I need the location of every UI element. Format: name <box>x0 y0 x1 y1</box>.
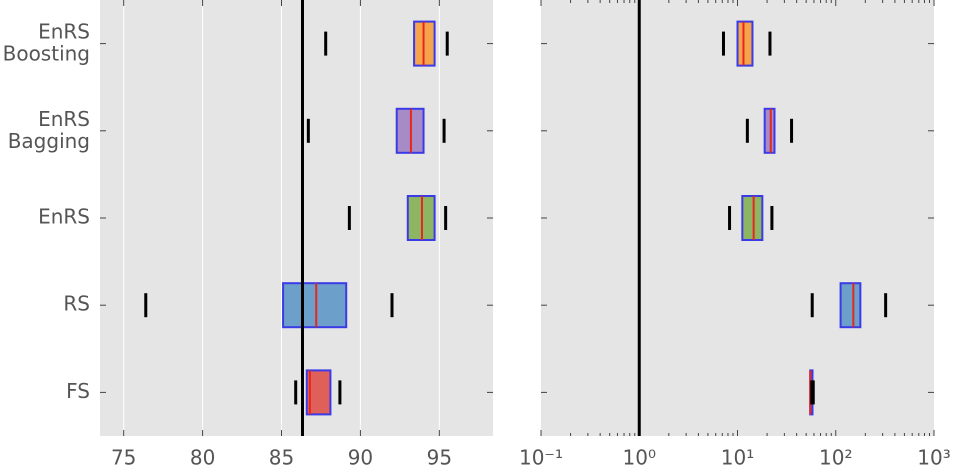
x-tick-label: 80 <box>190 446 215 470</box>
box <box>736 20 754 67</box>
box <box>282 282 348 329</box>
x-tick-label: 10² <box>819 446 852 470</box>
x-tick-label: 75 <box>111 446 136 470</box>
y-tick-label: EnRS <box>38 205 90 229</box>
box <box>763 107 776 154</box>
y-tick-label: EnRS Boosting <box>3 19 90 65</box>
plot-background <box>541 0 934 436</box>
y-tick-label: FS <box>66 379 90 403</box>
x-tick-label: 10³ <box>917 446 950 470</box>
box <box>839 282 862 329</box>
x-tick-label: 95 <box>427 446 452 470</box>
x-tick-label: 10¹ <box>721 446 754 470</box>
x-tick-label: 10⁻¹ <box>519 446 563 470</box>
x-tick-label: 85 <box>269 446 294 470</box>
x-tick-label: 90 <box>348 446 373 470</box>
x-tick-label: 10⁰ <box>623 446 656 470</box>
box <box>305 369 332 416</box>
y-tick-label: EnRS Bagging <box>8 106 90 152</box>
box <box>741 195 764 241</box>
y-tick-label: RS <box>63 292 90 316</box>
